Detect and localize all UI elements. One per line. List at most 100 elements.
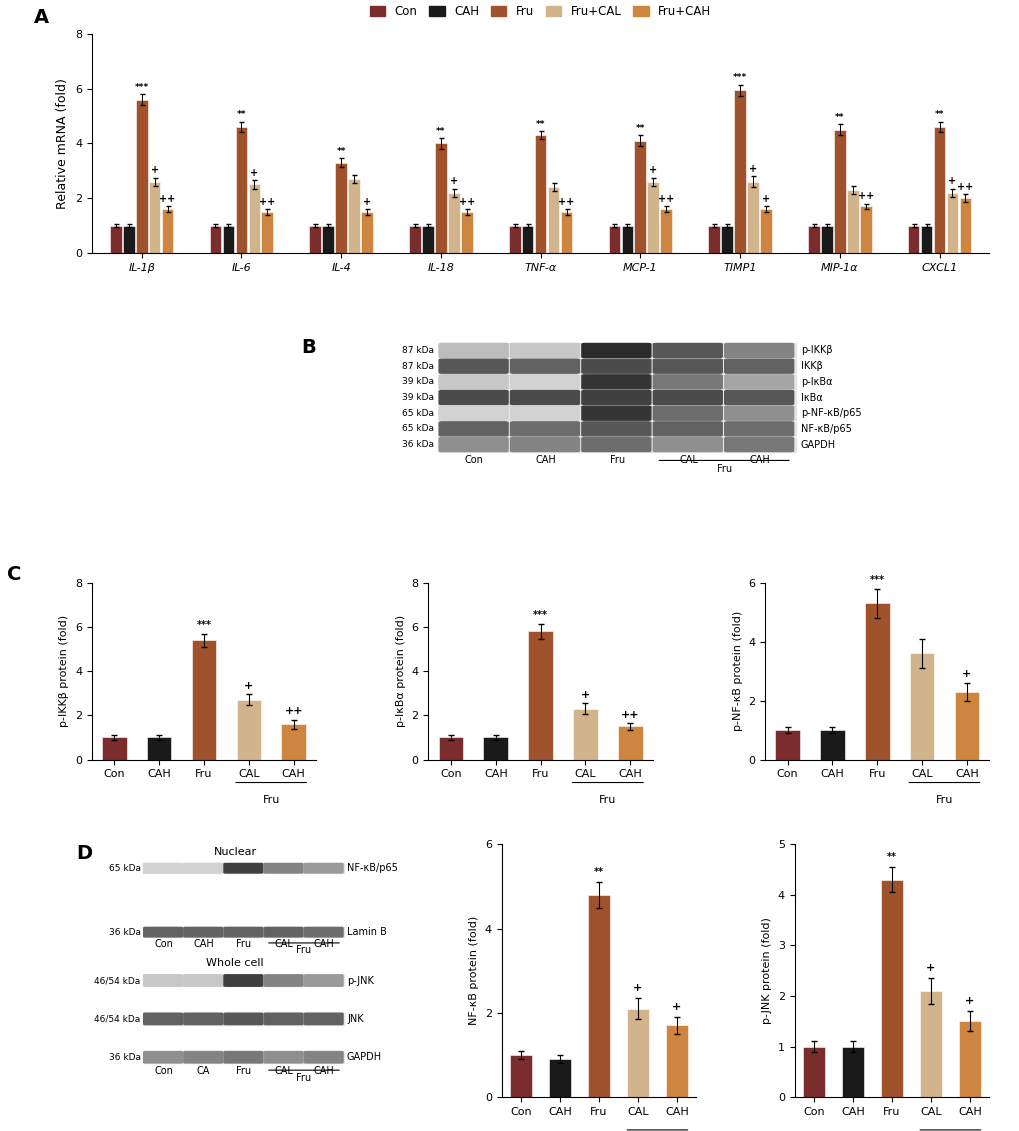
FancyBboxPatch shape bbox=[582, 344, 650, 357]
Y-axis label: p-JNK protein (fold): p-JNK protein (fold) bbox=[761, 917, 771, 1025]
FancyBboxPatch shape bbox=[511, 438, 579, 451]
Title: Whole cell: Whole cell bbox=[206, 958, 264, 968]
Y-axis label: p-NF-κB protein (fold): p-NF-κB protein (fold) bbox=[732, 611, 742, 732]
Text: CAH: CAH bbox=[193, 940, 214, 950]
Bar bbox=[322, 225, 333, 253]
FancyBboxPatch shape bbox=[183, 975, 222, 986]
FancyBboxPatch shape bbox=[264, 1052, 303, 1063]
Bar bbox=[859, 206, 870, 253]
FancyBboxPatch shape bbox=[582, 438, 650, 451]
FancyBboxPatch shape bbox=[582, 422, 650, 435]
FancyBboxPatch shape bbox=[511, 406, 579, 421]
Text: C: C bbox=[6, 566, 20, 584]
FancyBboxPatch shape bbox=[183, 927, 222, 936]
FancyBboxPatch shape bbox=[224, 863, 263, 873]
Text: ++: ++ bbox=[621, 709, 639, 719]
Text: ***: *** bbox=[733, 74, 747, 83]
Text: ++: ++ bbox=[557, 197, 574, 207]
Bar bbox=[907, 225, 918, 253]
Bar bbox=[144, 1013, 343, 1025]
Bar bbox=[438, 406, 795, 421]
Text: GAPDH: GAPDH bbox=[346, 1052, 382, 1062]
Legend: Con, CAH, Fru, Fru+CAL, Fru+CAH: Con, CAH, Fru, Fru+CAL, Fru+CAH bbox=[365, 0, 715, 23]
FancyBboxPatch shape bbox=[224, 975, 263, 986]
Bar bbox=[508, 225, 520, 253]
Bar bbox=[774, 729, 799, 760]
FancyBboxPatch shape bbox=[264, 927, 303, 936]
Bar bbox=[534, 136, 546, 253]
FancyBboxPatch shape bbox=[511, 344, 579, 357]
Bar bbox=[447, 192, 460, 253]
Text: ++: ++ bbox=[159, 195, 175, 205]
Bar bbox=[149, 182, 160, 253]
Y-axis label: NF-κB protein (fold): NF-κB protein (fold) bbox=[469, 916, 479, 1026]
FancyBboxPatch shape bbox=[304, 1052, 342, 1063]
FancyBboxPatch shape bbox=[183, 1052, 222, 1063]
Bar bbox=[803, 1046, 824, 1097]
Bar bbox=[102, 737, 126, 760]
Text: **: ** bbox=[436, 127, 445, 136]
Text: p-JNK: p-JNK bbox=[346, 976, 374, 985]
Text: CAH: CAH bbox=[535, 456, 555, 465]
Bar bbox=[846, 190, 858, 253]
Text: Fru: Fru bbox=[598, 795, 615, 805]
Bar bbox=[192, 640, 216, 760]
Bar bbox=[864, 603, 889, 760]
Text: p-NF-κB/p65: p-NF-κB/p65 bbox=[800, 408, 860, 418]
Bar bbox=[235, 127, 247, 253]
Bar bbox=[438, 344, 795, 357]
Bar bbox=[122, 225, 135, 253]
Text: Fru: Fru bbox=[262, 795, 279, 805]
FancyBboxPatch shape bbox=[725, 422, 793, 435]
Y-axis label: Relative mRNA (fold): Relative mRNA (fold) bbox=[56, 78, 69, 209]
Bar bbox=[461, 211, 472, 253]
FancyBboxPatch shape bbox=[264, 975, 303, 986]
Text: **: ** bbox=[593, 867, 603, 878]
Text: NF-κB/p65: NF-κB/p65 bbox=[800, 424, 851, 434]
Text: Con: Con bbox=[465, 456, 483, 465]
Text: +: + bbox=[449, 176, 458, 187]
FancyBboxPatch shape bbox=[304, 1013, 342, 1025]
Text: **: ** bbox=[336, 147, 345, 156]
Text: p-IκBα: p-IκBα bbox=[800, 377, 832, 387]
FancyBboxPatch shape bbox=[144, 1013, 182, 1025]
Text: +: + bbox=[633, 983, 642, 993]
Bar bbox=[588, 895, 609, 1097]
FancyBboxPatch shape bbox=[511, 422, 579, 435]
Title: Nuclear: Nuclear bbox=[213, 847, 257, 857]
FancyBboxPatch shape bbox=[183, 1013, 222, 1025]
FancyBboxPatch shape bbox=[511, 360, 579, 373]
FancyBboxPatch shape bbox=[439, 406, 507, 421]
Text: 87 kDa: 87 kDa bbox=[401, 346, 433, 355]
Text: **: ** bbox=[933, 111, 944, 120]
Bar bbox=[834, 130, 845, 253]
Bar bbox=[954, 692, 978, 760]
FancyBboxPatch shape bbox=[582, 390, 650, 405]
Text: CAH: CAH bbox=[749, 456, 769, 465]
FancyBboxPatch shape bbox=[725, 406, 793, 421]
Bar bbox=[547, 188, 558, 253]
Text: Fru: Fru bbox=[716, 464, 731, 474]
Text: p-IKKβ: p-IKKβ bbox=[800, 345, 832, 355]
Bar bbox=[627, 1009, 648, 1097]
Bar bbox=[522, 225, 533, 253]
Text: JNK: JNK bbox=[346, 1013, 363, 1024]
FancyBboxPatch shape bbox=[144, 927, 182, 936]
Text: ***: *** bbox=[533, 610, 547, 620]
Text: Fru: Fru bbox=[236, 940, 251, 950]
Text: Fru: Fru bbox=[934, 795, 952, 805]
Bar bbox=[959, 198, 970, 253]
Text: 65 kDa: 65 kDa bbox=[401, 408, 433, 417]
FancyBboxPatch shape bbox=[144, 1052, 182, 1063]
FancyBboxPatch shape bbox=[224, 927, 263, 936]
Text: Fru: Fru bbox=[609, 456, 624, 465]
FancyBboxPatch shape bbox=[264, 863, 303, 873]
Bar bbox=[528, 631, 552, 760]
Text: CAH: CAH bbox=[314, 940, 334, 950]
FancyBboxPatch shape bbox=[304, 927, 342, 936]
FancyBboxPatch shape bbox=[511, 374, 579, 389]
FancyBboxPatch shape bbox=[304, 863, 342, 873]
Text: CA: CA bbox=[197, 1067, 210, 1076]
Bar bbox=[919, 991, 941, 1097]
Bar bbox=[147, 737, 171, 760]
